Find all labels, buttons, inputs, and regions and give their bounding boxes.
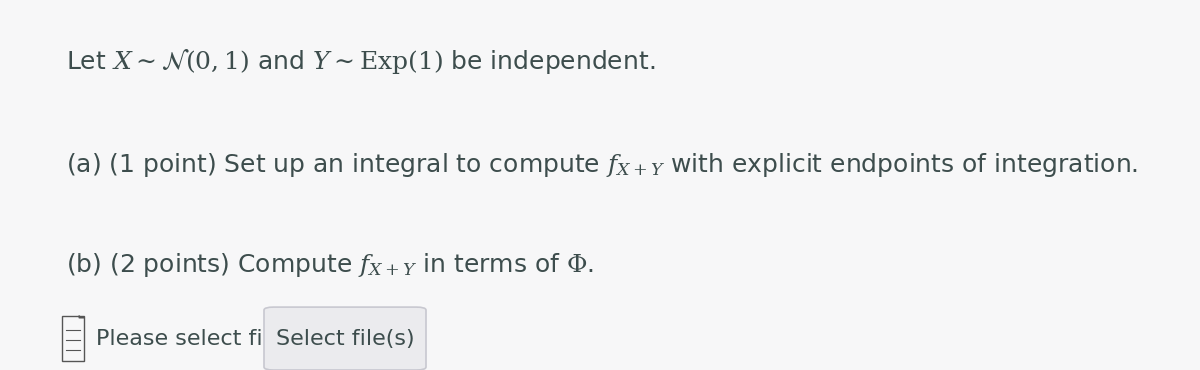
Text: (a) (1 point) Set up an integral to compute $f_{X+Y}$ with explicit endpoints of: (a) (1 point) Set up an integral to comp… [66,151,1138,179]
Text: Let $X \sim \mathcal{N}(0, 1)$ and $Y \sim \mathrm{Exp}(1)$ be independent.: Let $X \sim \mathcal{N}(0, 1)$ and $Y \s… [66,47,655,75]
FancyBboxPatch shape [62,316,84,361]
FancyBboxPatch shape [264,307,426,370]
Text: (b) (2 points) Compute $f_{X+Y}$ in terms of $\Phi$.: (b) (2 points) Compute $f_{X+Y}$ in term… [66,250,594,279]
Text: Select file(s): Select file(s) [276,329,414,349]
Text: Please select file(s): Please select file(s) [96,329,311,349]
